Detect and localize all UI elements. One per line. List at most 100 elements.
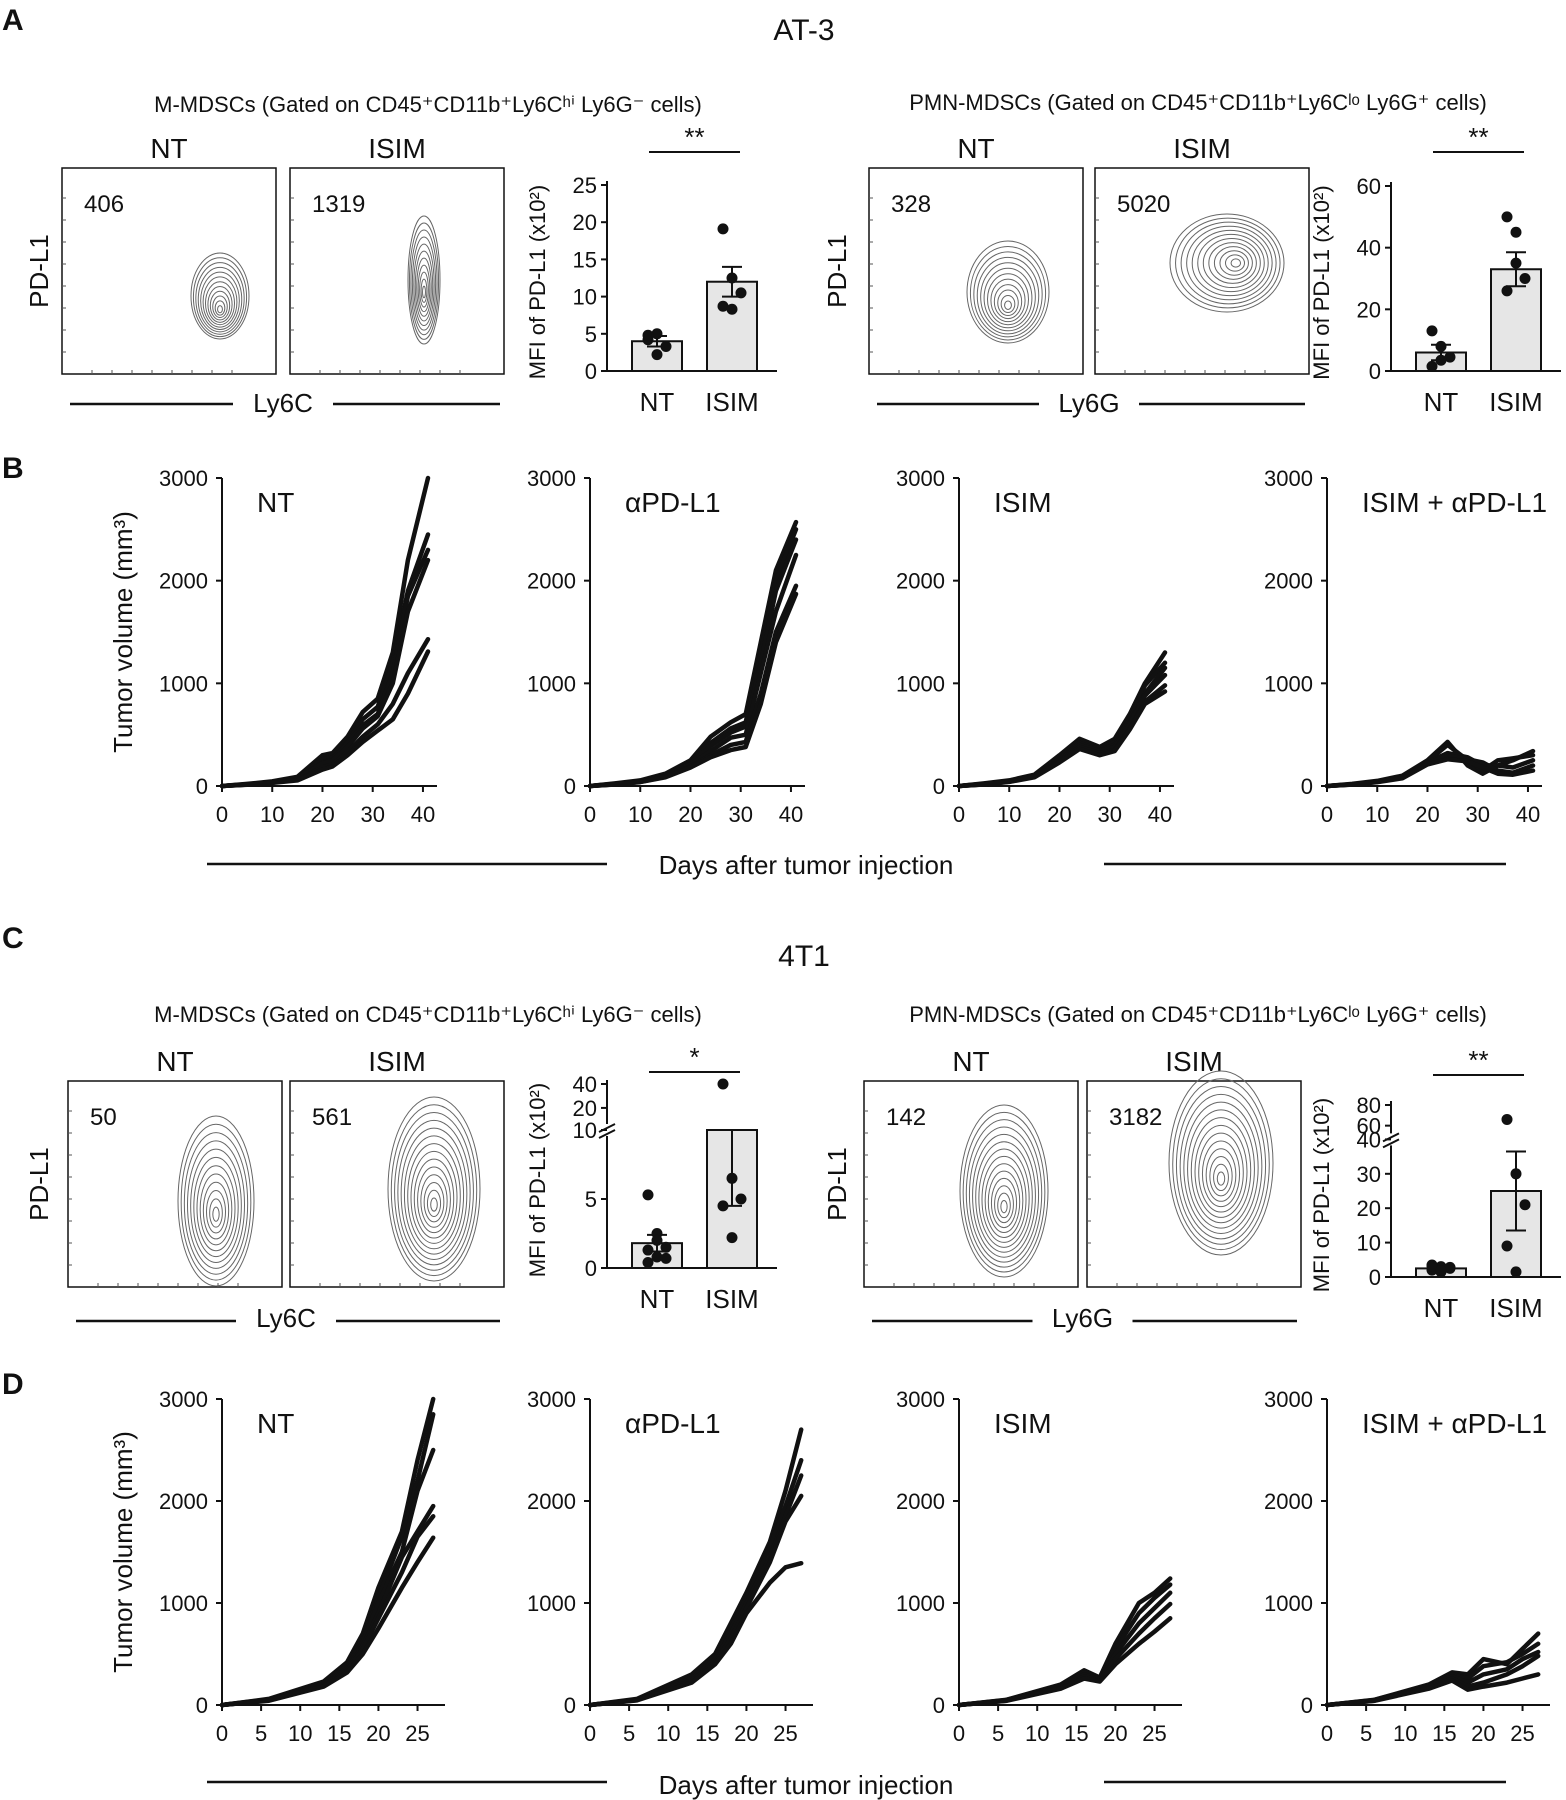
y-tick-label: 2000 bbox=[896, 569, 945, 594]
x-tick-label: ISIM bbox=[1489, 387, 1542, 417]
contour-ring bbox=[997, 289, 1019, 317]
data-point bbox=[1501, 211, 1513, 223]
contour-ring bbox=[969, 245, 1047, 341]
significance-label: ** bbox=[1468, 1045, 1488, 1075]
condition-label: ISIM bbox=[368, 1046, 426, 1077]
x-tick-label: 10 bbox=[1393, 1721, 1417, 1746]
axis-break-mark bbox=[1382, 1138, 1400, 1149]
contour-ring bbox=[410, 229, 438, 336]
data-point bbox=[1435, 340, 1447, 352]
data-point bbox=[1426, 1260, 1438, 1272]
x-tick-label: 10 bbox=[628, 802, 652, 827]
x-tick-label: 20 bbox=[366, 1721, 390, 1746]
contour-ring bbox=[190, 252, 250, 340]
bar-isim bbox=[706, 280, 758, 372]
condition-label: ISIM bbox=[1173, 133, 1231, 164]
y-tick-label: 10 bbox=[573, 1118, 597, 1143]
contour-ring bbox=[1000, 1199, 1008, 1214]
contour-ring bbox=[390, 1104, 478, 1277]
chart-title: NT bbox=[257, 487, 294, 518]
y-tick-label: 2000 bbox=[1264, 1489, 1313, 1514]
series-line-m6 bbox=[219, 1535, 436, 1708]
chart-title: αPD-L1 bbox=[625, 1408, 721, 1439]
data-point bbox=[1519, 1199, 1531, 1211]
contour-ring bbox=[965, 1119, 1043, 1268]
contour-ring bbox=[199, 1173, 233, 1246]
data-point bbox=[642, 329, 654, 341]
contour-ring bbox=[197, 266, 243, 333]
contour-ring bbox=[209, 290, 231, 321]
data-point bbox=[1510, 226, 1522, 238]
data-point bbox=[726, 1232, 738, 1244]
panel-letter-a: A bbox=[2, 4, 24, 37]
significance-label: ** bbox=[1468, 122, 1488, 152]
contour-ring bbox=[973, 251, 1043, 338]
contour-ring bbox=[987, 273, 1029, 326]
x-tick-label: 40 bbox=[779, 802, 803, 827]
x-tick-label: 0 bbox=[953, 802, 965, 827]
y-tick-label: 0 bbox=[585, 1256, 597, 1281]
contour-ring bbox=[420, 1174, 448, 1228]
y-axis-label: MFI of PD-L1 (x10²) bbox=[1309, 185, 1334, 379]
contour-ring bbox=[200, 271, 240, 330]
y-tick-label: 0 bbox=[1369, 1265, 1381, 1290]
contour-ring bbox=[1201, 1140, 1241, 1208]
y-tick-label: 3000 bbox=[527, 1387, 576, 1412]
y-tick-label: 1000 bbox=[1264, 671, 1313, 696]
data-point bbox=[1510, 1266, 1522, 1278]
x-tick-label: 0 bbox=[1321, 1721, 1333, 1746]
mfi-value: 5020 bbox=[1117, 191, 1170, 218]
series-line-m4 bbox=[219, 557, 431, 789]
series-line-m3 bbox=[956, 665, 1168, 789]
contour-ring bbox=[403, 1135, 465, 1255]
contour-ring bbox=[994, 1185, 1014, 1224]
y-tick-label: 0 bbox=[933, 1693, 945, 1718]
x-tick-label: NT bbox=[1424, 387, 1459, 417]
chart-title: ISIM bbox=[994, 487, 1052, 518]
contour-ring bbox=[1225, 254, 1245, 272]
series-line-m6 bbox=[956, 689, 1168, 789]
data-point bbox=[726, 1172, 738, 1184]
contour-ring bbox=[1230, 258, 1242, 268]
data-point bbox=[1426, 325, 1438, 337]
contour-ring bbox=[1208, 242, 1257, 284]
y-tick-label: 1000 bbox=[527, 1591, 576, 1616]
x-tick-label: 20 bbox=[1103, 1721, 1127, 1746]
contour-ring bbox=[984, 1163, 1024, 1238]
y-tick-label: 2000 bbox=[896, 1489, 945, 1514]
y-tick-label: 0 bbox=[564, 774, 576, 799]
y-tick-label: 2000 bbox=[527, 569, 576, 594]
x-tick-label: 25 bbox=[773, 1721, 797, 1746]
shared-xlabel-b: Days after tumor injection bbox=[659, 850, 954, 880]
y-tick-label: 0 bbox=[564, 1693, 576, 1718]
chart-a_pmn_bar: 0 20 40 60 NT ISIM ** MFI of PD-L1 (x10²) bbox=[1309, 122, 1561, 417]
data-point bbox=[1444, 351, 1456, 363]
contour-ring bbox=[190, 1148, 242, 1263]
data-point bbox=[717, 1200, 729, 1212]
y-tick-label: 0 bbox=[1301, 774, 1313, 799]
x-tick-label: ISIM bbox=[705, 1284, 758, 1314]
y-tick-label: 1000 bbox=[159, 671, 208, 696]
mfi-value: 3182 bbox=[1109, 1104, 1162, 1131]
data-point bbox=[651, 1234, 663, 1246]
contour-ring bbox=[1175, 217, 1281, 309]
x-tick-label: 15 bbox=[695, 1721, 719, 1746]
x-tick-label: 0 bbox=[953, 1721, 965, 1746]
contour-ring bbox=[214, 300, 226, 316]
chart-b_isim: 0 1000 2000 3000 0 10 20 30 40 ISIM bbox=[896, 466, 1174, 827]
flow-y-axis-label: PD-L1 bbox=[822, 234, 852, 308]
x-tick-label: 40 bbox=[1148, 802, 1172, 827]
condition-label: ISIM bbox=[1165, 1046, 1223, 1077]
x-tick-label: NT bbox=[640, 387, 675, 417]
contour-ring bbox=[983, 267, 1033, 329]
contour-ring bbox=[419, 271, 429, 308]
flow-plot-a_pmn-nt: NT 328 bbox=[868, 133, 1084, 375]
condition-label: NT bbox=[957, 133, 994, 164]
data-point bbox=[1435, 1265, 1447, 1277]
section-title-at3: AT-3 bbox=[773, 14, 834, 47]
condition-label: NT bbox=[156, 1046, 193, 1077]
contour-ring bbox=[400, 1127, 468, 1261]
contour-ring bbox=[1169, 213, 1285, 313]
y-tick-label: 0 bbox=[1301, 1693, 1313, 1718]
